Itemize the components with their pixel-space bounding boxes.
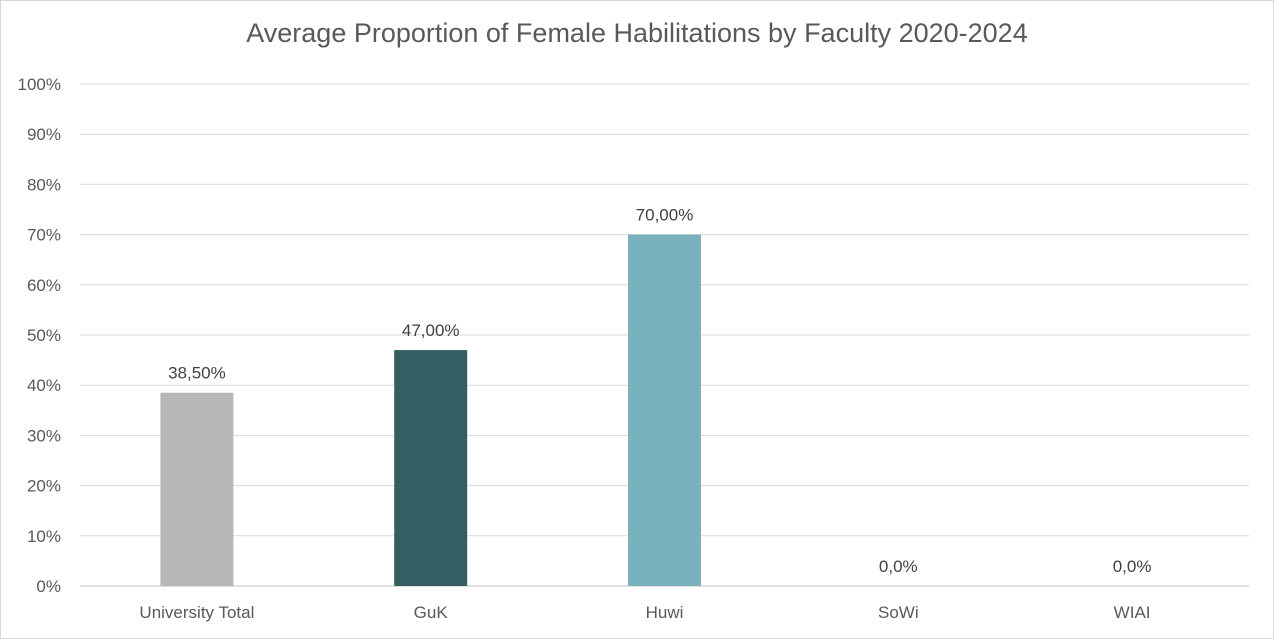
data-label: 38,50% xyxy=(168,364,226,383)
data-labels: 38,50% 47,00% 70,00% 0,0% 0,0% xyxy=(168,206,1151,576)
data-label: 0,0% xyxy=(1113,557,1152,576)
y-tick-label: 30% xyxy=(27,426,61,445)
bar xyxy=(628,234,701,586)
data-label: 0,0% xyxy=(879,557,918,576)
y-tick-label: 0% xyxy=(36,577,61,596)
y-tick-label: 100% xyxy=(18,75,61,94)
x-category-label: WIAI xyxy=(1114,603,1151,622)
y-axis-ticks: 0% 10% 20% 30% 40% 50% 60% 70% 80% 90% 100% xyxy=(18,75,61,596)
x-category-label: Huwi xyxy=(646,603,684,622)
y-tick-label: 60% xyxy=(27,276,61,295)
chart-title: Average Proportion of Female Habilitatio… xyxy=(246,18,1028,48)
x-category-label: University Total xyxy=(139,603,254,622)
data-label: 47,00% xyxy=(402,321,460,340)
y-tick-label: 20% xyxy=(27,477,61,496)
x-category-label: GuK xyxy=(414,603,449,622)
data-label: 70,00% xyxy=(636,206,694,225)
y-tick-label: 40% xyxy=(27,376,61,395)
y-tick-label: 50% xyxy=(27,326,61,345)
x-axis-categories: University Total GuK Huwi SoWi WIAI xyxy=(139,603,1150,622)
y-tick-label: 70% xyxy=(27,226,61,245)
x-category-label: SoWi xyxy=(878,603,919,622)
y-tick-label: 10% xyxy=(27,527,61,546)
bar xyxy=(160,392,234,586)
y-tick-label: 80% xyxy=(27,175,61,194)
y-tick-label: 90% xyxy=(27,125,61,144)
bars xyxy=(160,234,701,586)
bar xyxy=(394,350,468,586)
